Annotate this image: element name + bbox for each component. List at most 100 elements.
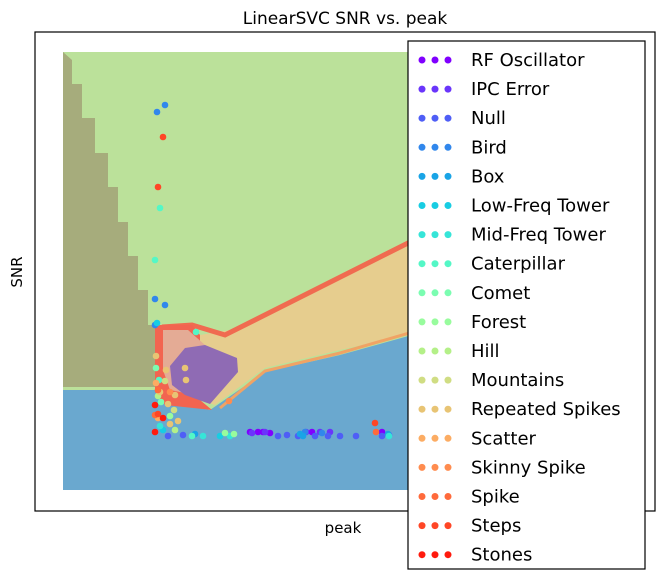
legend-marker — [431, 318, 439, 326]
legend-marker — [431, 56, 439, 64]
point-ipc-error — [248, 429, 256, 437]
legend-item-skinny-spike: Skinny Spike — [418, 457, 586, 478]
legend-marker — [444, 56, 452, 64]
legend-label: Hill — [471, 341, 500, 362]
legend-marker — [444, 85, 452, 93]
point-null — [283, 431, 291, 439]
legend-marker — [418, 493, 426, 500]
legend-marker — [444, 114, 452, 122]
point-steps — [159, 133, 167, 141]
point-repeated-spikes — [171, 391, 179, 399]
legend-marker — [431, 463, 439, 471]
point-null — [324, 432, 332, 440]
point-low-freq-tower — [153, 319, 161, 327]
legend-marker — [418, 114, 426, 122]
point-box — [299, 432, 307, 440]
legend-item-scatter: Scatter — [418, 428, 537, 449]
point-mid-freq-tower — [199, 432, 207, 440]
legend-label: Null — [471, 108, 506, 129]
point-forest — [230, 430, 238, 438]
legend-marker — [431, 114, 439, 122]
point-comet — [157, 398, 165, 406]
legend-marker — [418, 231, 426, 239]
legend-marker — [431, 85, 439, 93]
legend-item-forest: Forest — [418, 312, 526, 333]
legend-marker — [431, 289, 439, 297]
scatter-points — [151, 101, 393, 440]
legend-item-low-freq-tower: Low-Freq Tower — [418, 196, 610, 217]
point-spike — [154, 386, 162, 394]
legend-marker — [431, 202, 439, 209]
legend-marker — [418, 318, 426, 326]
legend-item-box: Box — [418, 166, 505, 187]
point-repeated-spikes — [162, 366, 170, 374]
point-caterpillar — [192, 328, 200, 336]
legend-marker — [418, 405, 426, 413]
legend-marker — [444, 260, 452, 268]
legend-marker — [418, 289, 426, 297]
point-steps — [371, 419, 379, 427]
point-bird — [161, 301, 169, 309]
legend-label: RF Oscillator — [471, 50, 585, 71]
point-mountains — [170, 406, 178, 414]
legend-label: Mid-Freq Tower — [471, 225, 606, 246]
legend-marker — [444, 493, 452, 500]
legend-item-null: Null — [418, 108, 506, 129]
legend-marker — [418, 434, 426, 442]
point-bird — [153, 108, 161, 116]
legend-marker — [431, 376, 439, 384]
legend-marker — [444, 522, 452, 530]
y-axis-label: SNR — [8, 256, 26, 287]
legend-marker — [418, 522, 426, 530]
legend-item-comet: Comet — [418, 283, 530, 304]
point-rf-oscillator — [266, 429, 274, 437]
legend-marker — [418, 376, 426, 384]
point-steps — [154, 410, 162, 418]
legend-marker — [431, 434, 439, 442]
legend-marker — [444, 463, 452, 471]
legend-marker — [444, 289, 452, 297]
legend-item-bird: Bird — [418, 137, 507, 158]
point-ipc-error — [261, 428, 269, 436]
legend-label: IPC Error — [471, 79, 550, 100]
point-stones — [159, 414, 167, 422]
legend-item-mountains: Mountains — [418, 370, 564, 391]
point-repeated-spikes — [181, 364, 189, 372]
legend-marker — [431, 405, 439, 413]
legend-marker — [418, 172, 426, 180]
point-repeated-spikes — [174, 417, 182, 425]
point-null — [179, 431, 187, 439]
point-repeated-spikes — [182, 376, 190, 384]
chart-title: LinearSVC SNR vs. peak — [243, 9, 448, 29]
legend-marker — [444, 202, 452, 209]
legend-label: Mountains — [471, 370, 564, 391]
legend-marker — [418, 143, 426, 151]
point-bird — [151, 295, 159, 303]
legend-item-mid-freq-tower: Mid-Freq Tower — [418, 225, 606, 246]
legend-marker — [444, 405, 452, 413]
legend-label: Comet — [471, 283, 530, 304]
legend-marker — [418, 347, 426, 355]
point-mid-freq-tower — [385, 432, 393, 440]
point-stones — [151, 401, 159, 409]
point-bird — [318, 429, 326, 437]
legend-marker — [418, 463, 426, 471]
legend-marker — [431, 551, 439, 559]
legend-marker — [444, 347, 452, 355]
legend-item-rf-oscillator: RF Oscillator — [418, 50, 585, 71]
legend-marker — [418, 551, 426, 559]
point-null — [378, 432, 386, 440]
legend-marker — [444, 318, 452, 326]
point-low-freq-tower — [216, 432, 224, 440]
point-comet — [152, 364, 160, 372]
point-steps — [154, 183, 162, 191]
x-axis-label: peak — [325, 519, 362, 537]
legend-label: Skinny Spike — [471, 457, 586, 478]
legend-label: Box — [471, 166, 505, 187]
legend-label: Repeated Spikes — [471, 399, 621, 420]
point-skinny-spike — [166, 388, 174, 396]
legend-marker — [431, 347, 439, 355]
point-scatter — [152, 379, 160, 387]
point-mid-freq-tower — [156, 422, 164, 430]
